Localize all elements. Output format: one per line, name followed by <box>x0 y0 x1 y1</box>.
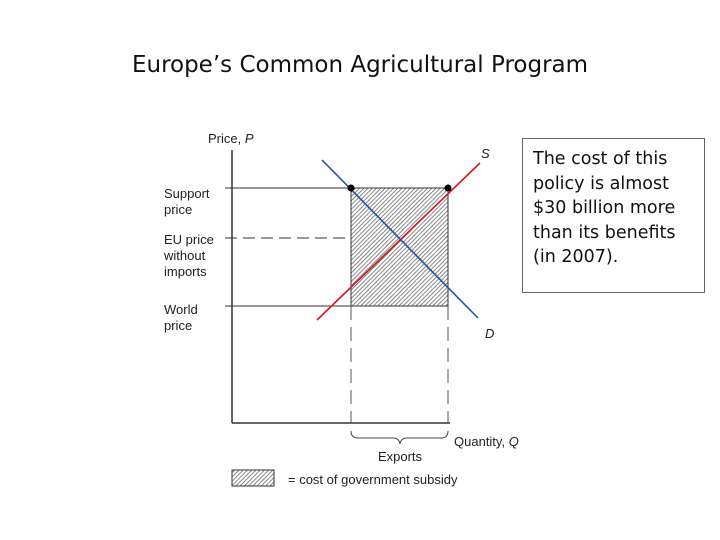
world-price-label: World price <box>164 302 201 333</box>
subsidy-cost-area <box>350 187 449 307</box>
eu-price-label: EU price without imports <box>163 232 217 279</box>
cost-note-box: The cost of this policy is almost $30 bi… <box>522 138 705 293</box>
supply-support-point <box>444 184 452 192</box>
y-axis-label: Price, P <box>208 131 254 146</box>
x-axis-label: Quantity, Q <box>454 434 519 449</box>
exports-brace <box>350 430 449 445</box>
supply-curve <box>316 162 481 321</box>
legend-swatch <box>231 469 275 487</box>
demand-support-point <box>347 184 355 192</box>
demand-label: D <box>485 326 494 341</box>
slide-title: Europe’s Common Agricultural Program <box>131 52 589 78</box>
support-price-label: Support price <box>164 186 213 217</box>
supply-label: S <box>481 146 490 161</box>
legend-text: = cost of government subsidy <box>288 472 458 487</box>
exports-label: Exports <box>378 449 423 464</box>
